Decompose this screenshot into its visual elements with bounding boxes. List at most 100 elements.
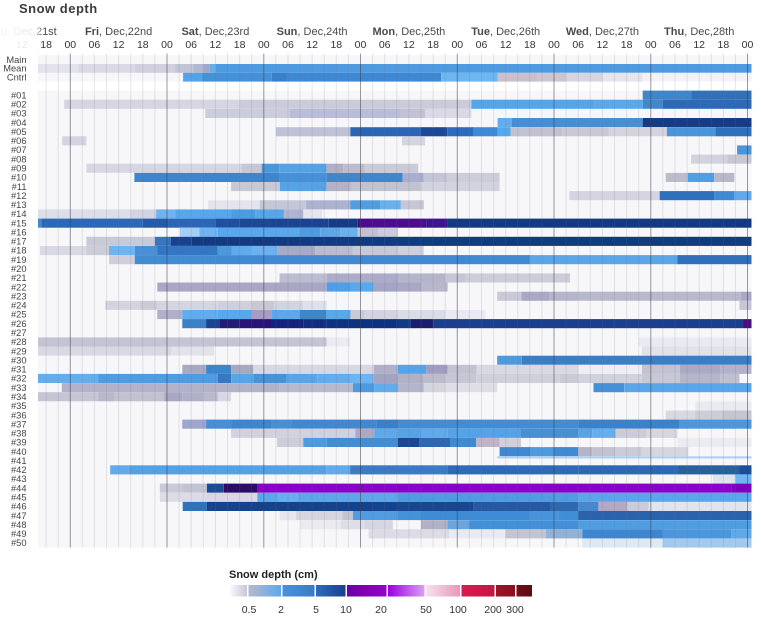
svg-text:#26: #26 [11, 319, 27, 329]
svg-text:18: 18 [234, 39, 246, 51]
svg-text:18: 18 [718, 39, 730, 51]
svg-text:#29: #29 [11, 346, 27, 356]
svg-text:#16: #16 [11, 228, 27, 238]
svg-text:#40: #40 [11, 447, 27, 457]
svg-text:00: 00 [548, 39, 560, 51]
svg-text:00: 00 [355, 39, 367, 51]
svg-text:#33: #33 [11, 383, 27, 393]
svg-text:#04: #04 [11, 118, 27, 128]
svg-text:#09: #09 [11, 164, 27, 174]
svg-text:#37: #37 [11, 419, 27, 429]
svg-text:#38: #38 [11, 429, 27, 439]
svg-text:#23: #23 [11, 291, 27, 301]
svg-text:#34: #34 [11, 392, 27, 402]
svg-text:Thu, Dec,28th: Thu, Dec,28th [664, 26, 734, 38]
svg-text:12: 12 [306, 39, 318, 51]
svg-text:12: 12 [210, 39, 222, 51]
svg-text:00: 00 [64, 39, 76, 51]
svg-text:#08: #08 [11, 154, 27, 164]
svg-text:#32: #32 [11, 374, 27, 384]
svg-text:#47: #47 [11, 511, 27, 521]
svg-text:Snow depth: Snow depth [19, 1, 98, 16]
svg-text:#21: #21 [11, 273, 27, 283]
svg-text:00: 00 [645, 39, 657, 51]
svg-text:2: 2 [278, 604, 284, 616]
svg-text:#05: #05 [11, 127, 27, 137]
svg-text:#10: #10 [11, 173, 27, 183]
svg-text:#02: #02 [11, 100, 27, 110]
svg-text:Wed, Dec,27th: Wed, Dec,27th [566, 26, 639, 38]
svg-text:Fri, Dec,22nd: Fri, Dec,22nd [85, 26, 152, 38]
svg-text:Sun, Dec,24th: Sun, Dec,24th [277, 26, 348, 38]
svg-text:#36: #36 [11, 410, 27, 420]
svg-text:10: 10 [340, 604, 352, 616]
svg-text:Mon, Dec,25th: Mon, Dec,25th [373, 26, 446, 38]
svg-text:#18: #18 [11, 246, 27, 256]
svg-text:#30: #30 [11, 355, 27, 365]
svg-text:#35: #35 [11, 401, 27, 411]
svg-text:300: 300 [506, 604, 524, 616]
svg-text:00: 00 [258, 39, 270, 51]
svg-text:#43: #43 [11, 474, 27, 484]
svg-text:#44: #44 [11, 483, 27, 493]
svg-text:06: 06 [89, 39, 101, 51]
svg-text:20: 20 [375, 604, 387, 616]
svg-text:200: 200 [484, 604, 502, 616]
svg-text:06: 06 [669, 39, 681, 51]
svg-text:18: 18 [524, 39, 536, 51]
svg-text:12: 12 [403, 39, 415, 51]
svg-text:00: 00 [451, 39, 463, 51]
svg-text:#45: #45 [11, 493, 27, 503]
svg-text:06: 06 [572, 39, 584, 51]
svg-text:Tue, Dec,26th: Tue, Dec,26th [471, 26, 540, 38]
svg-text:12: 12 [113, 39, 125, 51]
svg-text:00: 00 [742, 39, 754, 51]
svg-text:5: 5 [313, 604, 319, 616]
svg-text:#50: #50 [11, 538, 27, 548]
svg-text:#13: #13 [11, 200, 27, 210]
svg-text:#25: #25 [11, 310, 27, 320]
svg-text:50: 50 [420, 604, 432, 616]
svg-text:18: 18 [427, 39, 439, 51]
svg-text:#20: #20 [11, 264, 27, 274]
svg-text:00: 00 [161, 39, 173, 51]
svg-text:12: 12 [693, 39, 705, 51]
svg-text:06: 06 [185, 39, 197, 51]
svg-text:18: 18 [621, 39, 633, 51]
svg-text:Sat, Dec,23rd: Sat, Dec,23rd [181, 26, 249, 38]
svg-text:18: 18 [330, 39, 342, 51]
svg-text:#11: #11 [12, 182, 27, 192]
svg-text:#12: #12 [11, 191, 27, 201]
svg-text:#49: #49 [11, 529, 27, 539]
svg-text:Snow depth (cm): Snow depth (cm) [229, 569, 318, 581]
svg-text:#31: #31 [11, 365, 27, 375]
svg-text:18: 18 [40, 39, 52, 51]
svg-text:#46: #46 [11, 502, 27, 512]
svg-text:#28: #28 [11, 337, 27, 347]
svg-text:#22: #22 [11, 282, 27, 292]
svg-text:06: 06 [476, 39, 488, 51]
svg-text:0.5: 0.5 [242, 604, 257, 616]
svg-text:#48: #48 [11, 520, 27, 530]
svg-text:Mean: Mean [3, 64, 26, 74]
svg-text:#24: #24 [11, 301, 27, 311]
svg-text:#15: #15 [11, 218, 27, 228]
svg-text:12: 12 [597, 39, 609, 51]
svg-text:Cntrl: Cntrl [7, 72, 27, 82]
svg-text:#17: #17 [11, 237, 27, 247]
svg-text:#01: #01 [11, 90, 27, 100]
svg-text:#41: #41 [11, 456, 27, 466]
svg-text:#14: #14 [11, 209, 27, 219]
svg-text:#06: #06 [11, 136, 27, 146]
svg-text:Main: Main [6, 55, 26, 65]
svg-text:#03: #03 [11, 109, 27, 119]
svg-text:#27: #27 [11, 328, 27, 338]
svg-text:18: 18 [137, 39, 149, 51]
svg-text:#42: #42 [11, 465, 27, 475]
svg-text:12: 12 [500, 39, 512, 51]
svg-text:06: 06 [282, 39, 294, 51]
svg-text:06: 06 [379, 39, 391, 51]
svg-text:#07: #07 [11, 145, 27, 155]
svg-text:#19: #19 [11, 255, 27, 265]
svg-text:#39: #39 [11, 438, 27, 448]
